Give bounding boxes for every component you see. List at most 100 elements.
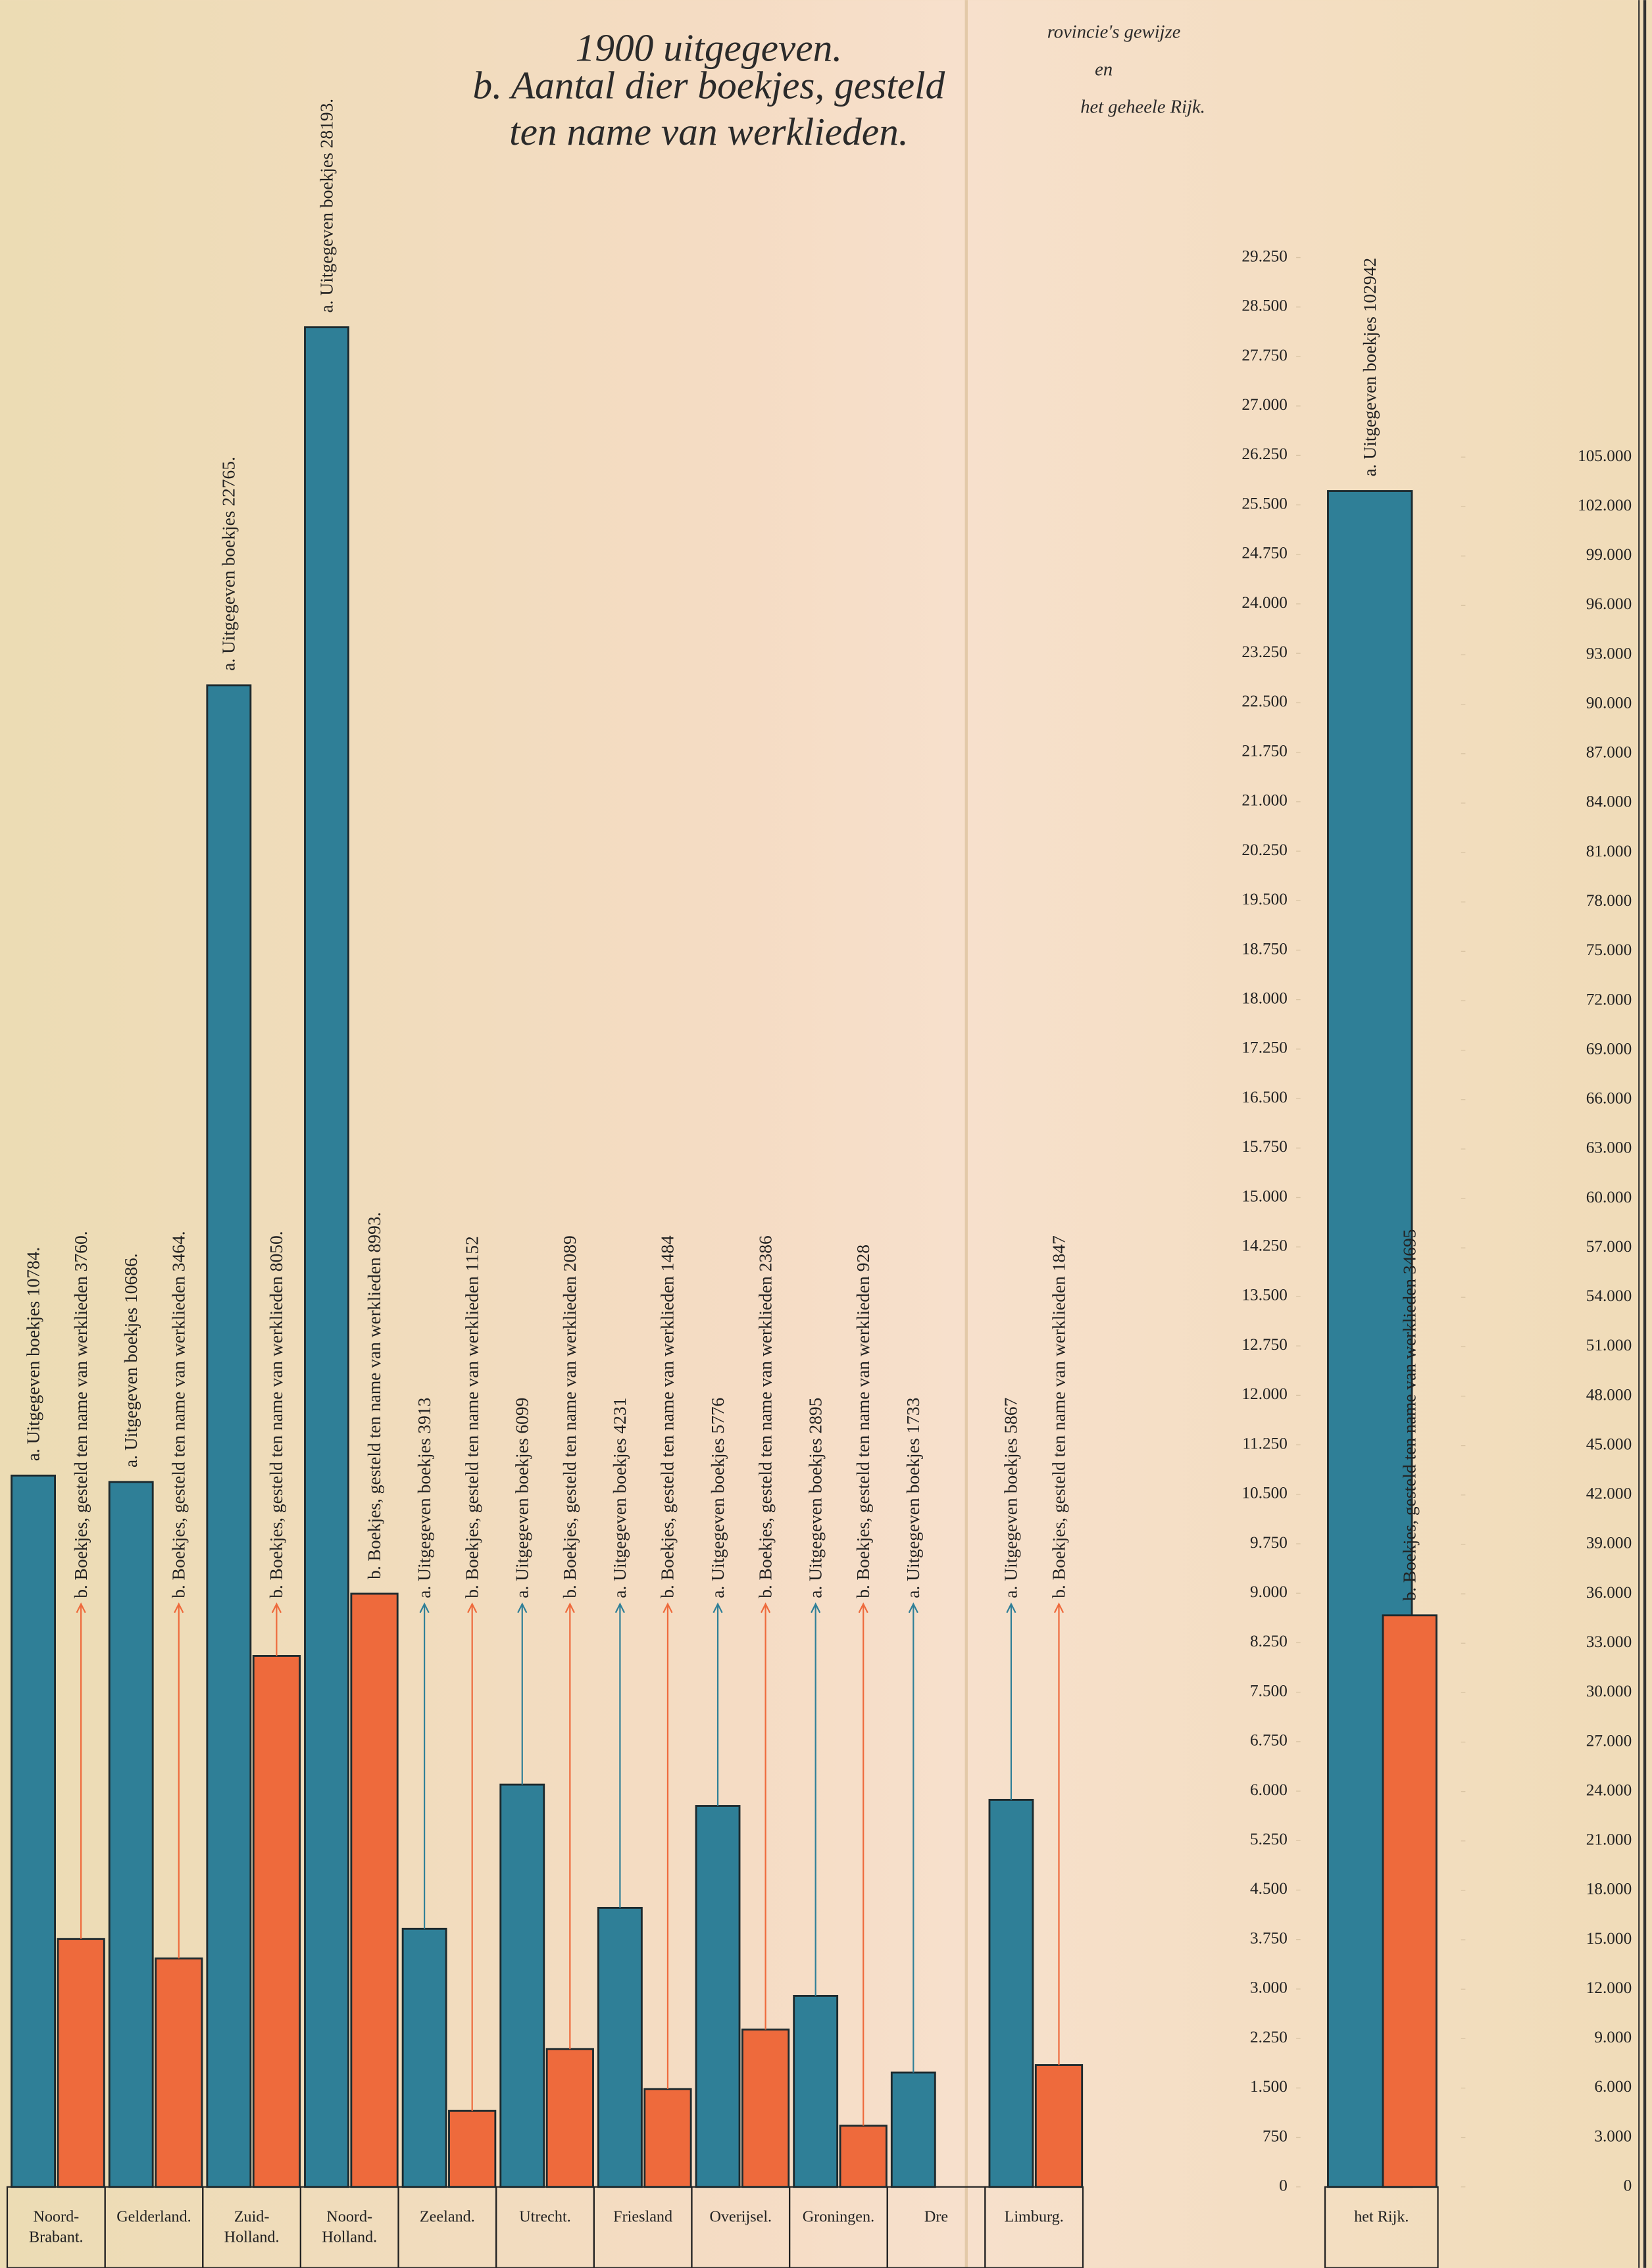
pointer-arrow (908, 1602, 918, 1614)
y-tick-label: 15.000 (1586, 1929, 1632, 1948)
x-tick-label-part: Noord- (326, 2207, 372, 2225)
y-tick-label: 23.250 (1241, 643, 1287, 661)
pointer-arrow (419, 1602, 430, 1614)
bar (890, 2071, 936, 2188)
x-tick-label: Zuid- Holland. (224, 2207, 280, 2246)
value-label: a. Uitgegeven boekjes 5867 (1001, 1398, 1021, 1598)
bar (401, 1927, 447, 2188)
value-label: b. Boekjes, gesteld ten name van werklie… (1400, 1229, 1420, 1601)
subtitle-line: rovincie's gewijze (1047, 22, 1181, 42)
y-tick-label: 78.000 (1586, 891, 1632, 910)
value-label: a. Uitgegeven boekjes 4231 (610, 1398, 630, 1598)
y-tick-label: 60.000 (1586, 1188, 1632, 1206)
pointer-arrow (858, 1602, 868, 1614)
y-tick-label: 27.000 (1586, 1731, 1632, 1750)
y-tick-label: 9.750 (1250, 1533, 1288, 1552)
y-tick-label: 24.000 (1241, 593, 1287, 612)
pointer-arrow (761, 1602, 771, 1614)
bar (1382, 1614, 1438, 2188)
y-tick-label: 15.000 (1241, 1187, 1287, 1205)
x-tick-label-part: Zuid- (234, 2207, 270, 2225)
value-label: a. Uitgegeven boekjes 1733 (903, 1398, 923, 1598)
value-label: b. Boekjes, gesteld ten name van werklie… (462, 1236, 482, 1598)
y-tick-label: 54.000 (1586, 1287, 1632, 1305)
bar (988, 1798, 1034, 2188)
subtitle-line: en (1095, 59, 1113, 80)
pointer-arrow (517, 1602, 528, 1614)
x-tick-label: Dre (924, 2207, 948, 2225)
value-label: a. Uitgegeven boekjes 102942 (1360, 258, 1380, 477)
value-label: b. Boekjes, gesteld ten name van werklie… (169, 1231, 189, 1598)
value-label: a. Uitgegeven boekjes 10784. (23, 1247, 43, 1462)
y-tick-label: 33.000 (1586, 1633, 1632, 1651)
y-tick-label: 4.500 (1250, 1879, 1288, 1898)
bar (350, 1592, 399, 2188)
y-tick-label: 102.000 (1578, 496, 1632, 514)
subtitle-line: het geheele Rijk. (1080, 97, 1205, 118)
y-tick-label: 42.000 (1586, 1485, 1632, 1503)
value-label: a. Uitgegeven boekjes 28193. (316, 99, 336, 313)
y-tick-label: 24.000 (1586, 1781, 1632, 1799)
y-tick-label: 66.000 (1586, 1089, 1632, 1108)
y-tick-label: 21.750 (1241, 741, 1287, 760)
y-tick-label: 6.000 (1594, 2077, 1632, 2096)
pointer-arrow (76, 1602, 86, 1614)
x-tick-label: Gelderland. (116, 2207, 191, 2225)
y-tick-label: 21.000 (1241, 791, 1287, 810)
y-tick-label: 18.000 (1586, 1880, 1632, 1898)
y-tick-label: 12.750 (1241, 1335, 1287, 1354)
pointer-arrow (174, 1602, 184, 1614)
y-tick-label: 93.000 (1586, 644, 1632, 662)
bar (206, 684, 252, 2188)
y-tick-label: 26.250 (1241, 445, 1287, 463)
value-label: b. Boekjes, gesteld ten name van werklie… (71, 1231, 91, 1598)
y-tick-label: 14.250 (1241, 1237, 1287, 1255)
y-tick-label: 12.000 (1586, 1979, 1632, 1997)
y-tick-label: 15.750 (1241, 1137, 1287, 1156)
y-tick-label: 51.000 (1586, 1336, 1632, 1354)
y-tick-label: 27.000 (1241, 395, 1287, 414)
y-tick-label: 8.250 (1250, 1632, 1288, 1650)
y-tick-label: 20.250 (1241, 841, 1287, 859)
y-tick-label: 105.000 (1578, 447, 1632, 465)
y-tick-label: 7.500 (1250, 1681, 1288, 1700)
y-tick-label: 0 (1279, 2177, 1288, 2195)
x-tick-label-part: Holland. (224, 2228, 280, 2246)
y-tick-label: 19.500 (1241, 890, 1287, 908)
y-tick-label: 750 (1263, 2127, 1288, 2145)
y-tick-label: 5.250 (1250, 1830, 1288, 1848)
value-label: b. Boekjes, gesteld ten name van werklie… (755, 1235, 775, 1598)
x-tick-label: Limburg. (1005, 2207, 1064, 2225)
x-tick-label: Utrecht. (519, 2207, 571, 2225)
y-tick-label: 36.000 (1586, 1583, 1632, 1602)
value-label: b. Boekjes, gesteld ten name van werklie… (853, 1245, 873, 1598)
y-tick-label: 75.000 (1586, 941, 1632, 959)
value-label: b. Boekjes, gesteld ten name van werklie… (266, 1231, 286, 1598)
y-tick-label: 96.000 (1586, 595, 1632, 613)
value-label: b. Boekjes, gesteld ten name van werklie… (560, 1235, 580, 1598)
y-tick-label: 99.000 (1586, 545, 1632, 564)
value-label: a. Uitgegeven boekjes 22765. (219, 456, 239, 671)
value-label: a. Uitgegeven boekjes 2895 (805, 1398, 825, 1598)
bar (741, 2029, 790, 2188)
y-tick-label: 11.250 (1242, 1434, 1288, 1452)
bar (304, 326, 349, 2188)
bar (499, 1783, 545, 2188)
y-tick-label: 18.750 (1241, 939, 1287, 958)
bar (108, 1481, 154, 2188)
title-line: b. Aantal dier boekjes, gesteld (473, 64, 945, 107)
value-label: a. Uitgegeven boekjes 3913 (414, 1398, 434, 1598)
x-tick-label: Groningen. (803, 2207, 874, 2225)
y-tick-label: 13.500 (1241, 1286, 1287, 1304)
y-tick-label: 63.000 (1586, 1139, 1632, 1157)
bar (448, 2109, 497, 2188)
bar (695, 1805, 741, 2188)
bar (643, 2088, 692, 2188)
bar (252, 1655, 301, 2188)
bar (793, 1994, 839, 2188)
y-tick-label: 21.000 (1586, 1831, 1632, 1849)
y-tick-label: 3.750 (1250, 1929, 1288, 1947)
pointer-arrow (467, 1602, 478, 1614)
y-tick-label: 48.000 (1586, 1385, 1632, 1404)
